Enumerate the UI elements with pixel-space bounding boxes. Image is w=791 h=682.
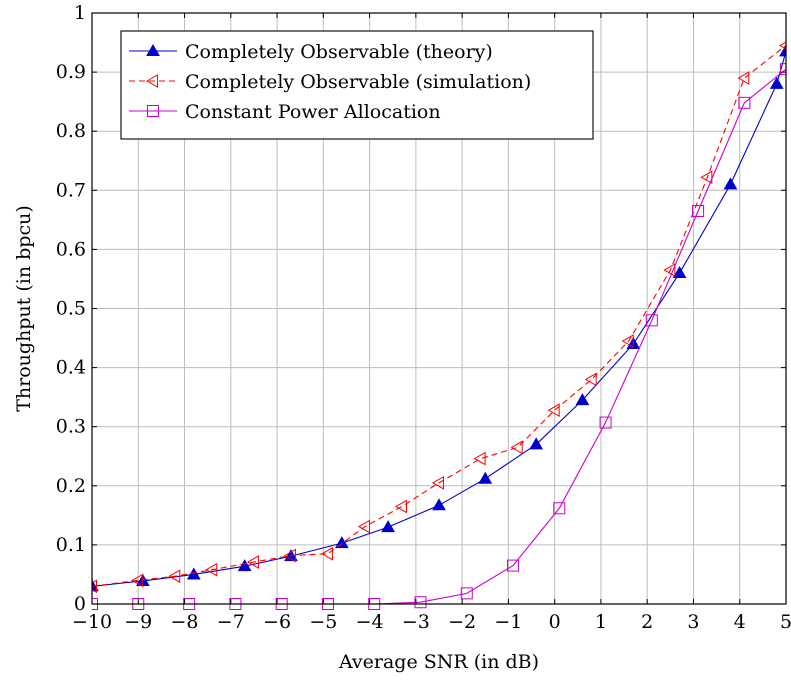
legend: Completely Observable (theory) Completely… (120, 30, 594, 140)
data-point (432, 498, 446, 511)
x-tick-label: −2 (448, 611, 476, 633)
legend-entry: Completely Observable (theory) (129, 41, 493, 63)
y-tick-label: 0.4 (56, 357, 86, 379)
x-tick-label: −5 (309, 611, 337, 633)
x-tick-label: −8 (171, 611, 199, 633)
x-tick-label: 2 (641, 611, 653, 633)
data-point (780, 63, 786, 76)
data-point (621, 334, 634, 348)
data-point (738, 96, 751, 109)
data-point (460, 587, 473, 600)
series-2 (92, 41, 786, 594)
data-point (394, 499, 407, 514)
x-axis-label: Average SNR (in dB) (338, 651, 539, 673)
data-point (478, 471, 493, 484)
y-tick-label: 0.2 (56, 475, 86, 497)
axis-ticks (91, 12, 787, 605)
data-point (599, 416, 612, 429)
legend-box (120, 30, 594, 140)
data-point (168, 569, 181, 584)
x-tick-label: 0 (549, 611, 561, 633)
data-point (431, 475, 444, 490)
series-3 (92, 63, 786, 610)
data-point (769, 76, 784, 89)
data-point (186, 567, 201, 580)
data-point (645, 314, 658, 327)
data-point (246, 555, 259, 569)
legend-label: Completely Observable (theory) (185, 41, 493, 63)
data-point (381, 520, 395, 533)
x-tick-label: −9 (124, 611, 152, 633)
x-tick-label: −3 (402, 611, 430, 633)
data-point (510, 440, 523, 455)
x-tick-label: −6 (263, 611, 291, 633)
data-point (320, 546, 333, 561)
y-tick-label: 0.5 (56, 298, 86, 320)
series-line (92, 68, 786, 605)
x-tick-label: 4 (734, 611, 746, 633)
tick-labels: −10 −9 −8 −7 −6 −5 −4 −3 −2 −1 0 1 2 3 4 500.10.20.30.4… (56, 2, 791, 633)
data-point (547, 403, 560, 418)
y-tick-label: 0.7 (56, 179, 86, 201)
legend-marker (146, 43, 160, 56)
legend-label: Constant Power Allocation (185, 101, 441, 123)
legend-marker (147, 105, 159, 117)
data-point (692, 204, 705, 217)
data-point (334, 536, 349, 549)
x-tick-label: −10 (72, 611, 112, 633)
data-point (283, 548, 296, 563)
data-point (205, 562, 218, 577)
data-point (507, 559, 520, 572)
data-point (723, 177, 738, 190)
data-point (663, 263, 676, 277)
legend-label: Completely Observable (simulation) (185, 71, 531, 93)
legend-entry: Completely Observable (simulation) (129, 71, 531, 93)
data-point (131, 573, 144, 588)
y-tick-label: 0.3 (56, 416, 86, 438)
data-point (529, 437, 544, 450)
x-tick-label: −7 (217, 611, 245, 633)
series-1 (92, 44, 786, 592)
y-tick-label: 1 (74, 2, 86, 24)
y-tick-label: 0.1 (56, 534, 86, 556)
legend-entry: Constant Power Allocation (129, 101, 441, 123)
data-point (584, 372, 597, 387)
data-point (414, 596, 427, 609)
y-tick-label: 0.6 (56, 238, 86, 260)
x-tick-label: 5 (780, 611, 791, 633)
x-tick-label: 3 (687, 611, 699, 633)
y-tick-label: 0.8 (56, 120, 86, 142)
data-point (92, 579, 97, 594)
data-point (575, 393, 590, 406)
data-point (357, 519, 370, 534)
y-tick-label: 0 (74, 593, 86, 615)
data-point (737, 71, 750, 85)
data-point (473, 451, 486, 466)
data-point (700, 170, 713, 185)
x-tick-label: −1 (494, 611, 522, 633)
data-point (553, 502, 566, 515)
legend-marker (145, 74, 158, 88)
data-point (778, 41, 786, 50)
data-point (672, 266, 687, 279)
x-tick-label: −4 (356, 611, 384, 633)
y-axis-label: Throughput (in bpcu) (13, 205, 35, 412)
x-tick-label: 1 (595, 611, 607, 633)
series-line (92, 51, 786, 587)
series-line (92, 45, 786, 587)
data-point (237, 559, 252, 572)
y-tick-label: 0.9 (56, 61, 86, 83)
